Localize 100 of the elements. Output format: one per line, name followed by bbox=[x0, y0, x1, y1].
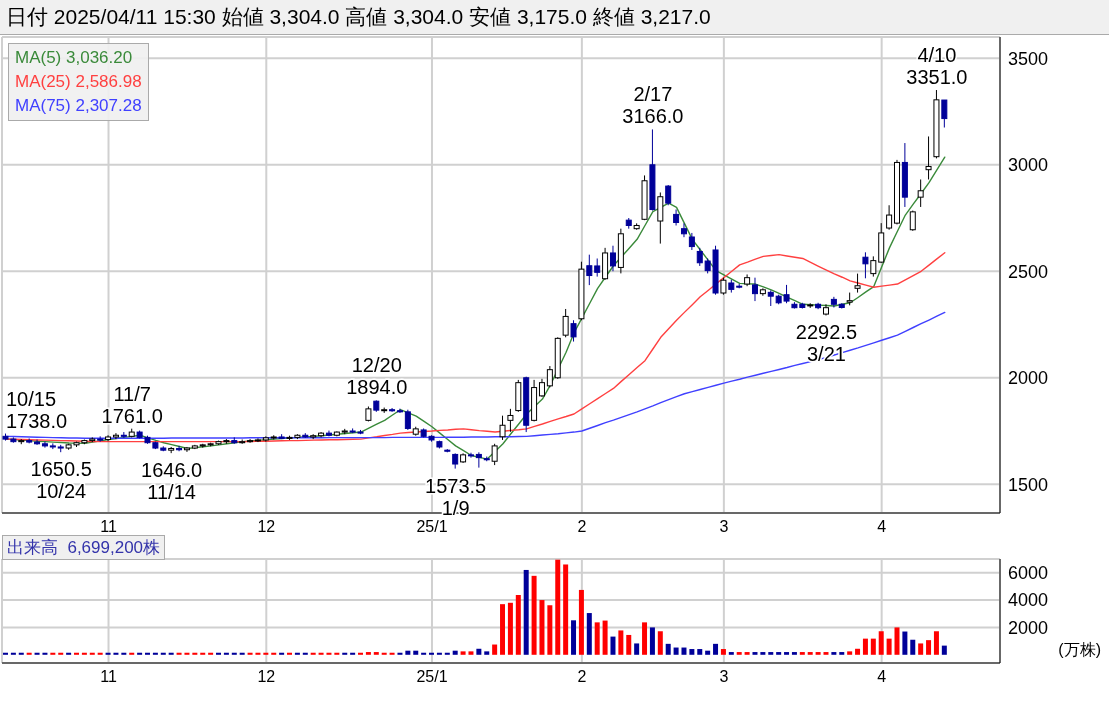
bar bbox=[507, 602, 513, 655]
candlestick bbox=[917, 178, 924, 208]
bar bbox=[334, 652, 340, 655]
bar bbox=[862, 638, 868, 655]
candlestick bbox=[854, 273, 861, 294]
bar bbox=[681, 647, 687, 655]
candlestick bbox=[751, 277, 758, 302]
legend-box: MA(5) 3,036.20 MA(25) 2,586.98 MA(75) 2,307.28 bbox=[8, 43, 149, 121]
bar bbox=[926, 640, 932, 655]
bar bbox=[847, 651, 853, 655]
bar bbox=[255, 652, 261, 655]
x-tick-label: 25/1 bbox=[416, 668, 448, 686]
bar bbox=[839, 652, 845, 655]
bar bbox=[50, 652, 56, 655]
bar bbox=[807, 652, 813, 655]
bar bbox=[665, 643, 671, 655]
bar bbox=[799, 652, 805, 655]
candlestick bbox=[870, 255, 877, 278]
bar bbox=[902, 631, 908, 655]
bar bbox=[539, 600, 545, 655]
bar bbox=[105, 652, 111, 655]
x-tick-label: 3 bbox=[719, 518, 729, 536]
bar bbox=[823, 652, 829, 655]
bar bbox=[515, 594, 521, 655]
bar bbox=[42, 652, 48, 655]
bar bbox=[728, 652, 734, 655]
bar bbox=[886, 638, 892, 655]
annotation: 1646.0 11/14 bbox=[141, 459, 203, 504]
bar bbox=[736, 652, 742, 655]
bar bbox=[744, 652, 750, 655]
candlestick bbox=[594, 257, 601, 278]
bar bbox=[429, 652, 435, 655]
bar bbox=[468, 651, 474, 655]
bar bbox=[223, 652, 229, 655]
bar bbox=[618, 630, 624, 655]
y-tick-label: 3000 bbox=[1008, 155, 1049, 176]
bar bbox=[626, 634, 632, 655]
bar bbox=[657, 631, 663, 655]
candlestick bbox=[586, 254, 593, 286]
bar bbox=[287, 652, 293, 655]
bar bbox=[200, 652, 206, 655]
y-tick-label: 2000 bbox=[1008, 617, 1049, 638]
candlestick bbox=[609, 245, 616, 272]
bar bbox=[145, 652, 151, 655]
x-tick-label: 4 bbox=[877, 518, 887, 536]
bar bbox=[634, 643, 640, 655]
bar bbox=[484, 651, 490, 655]
x-tick-label: 25/1 bbox=[416, 518, 448, 536]
candlestick bbox=[247, 438, 254, 444]
bar bbox=[776, 652, 782, 655]
annotation: 1650.5 10/24 bbox=[30, 458, 92, 503]
bar bbox=[129, 652, 135, 655]
bar bbox=[460, 651, 466, 655]
candlestick bbox=[925, 135, 932, 180]
bar bbox=[326, 652, 332, 655]
bar bbox=[239, 652, 245, 655]
bar bbox=[373, 652, 379, 655]
bar bbox=[768, 652, 774, 655]
annotation: 4/10 3351.0 bbox=[906, 44, 968, 89]
bar bbox=[933, 631, 939, 655]
bar bbox=[421, 652, 427, 655]
bar bbox=[571, 620, 577, 655]
bar bbox=[350, 652, 356, 655]
y-tick-label: 2000 bbox=[1008, 368, 1049, 389]
bar bbox=[918, 643, 924, 655]
x-tick-label: 3 bbox=[719, 668, 729, 686]
bar bbox=[66, 652, 72, 655]
bar bbox=[689, 649, 695, 655]
bar bbox=[160, 652, 166, 655]
x-tick-label: 2 bbox=[577, 668, 587, 686]
bar bbox=[97, 652, 103, 655]
bar bbox=[26, 652, 32, 655]
bar bbox=[784, 652, 790, 655]
bar bbox=[476, 648, 482, 655]
candlestick bbox=[680, 222, 687, 238]
bar bbox=[271, 652, 277, 655]
x-tick-label: 11 bbox=[100, 518, 117, 536]
y-tick-label: 2500 bbox=[1008, 261, 1049, 282]
bar bbox=[365, 652, 371, 655]
bar bbox=[58, 652, 64, 655]
candlestick bbox=[499, 415, 506, 441]
candlestick bbox=[941, 99, 948, 129]
bar bbox=[436, 652, 442, 655]
candlestick bbox=[862, 251, 869, 279]
bar bbox=[113, 652, 119, 655]
bar bbox=[263, 652, 269, 655]
y-tick-label: 4000 bbox=[1008, 590, 1049, 611]
candlestick bbox=[538, 378, 545, 398]
bar bbox=[381, 652, 387, 655]
bar bbox=[831, 652, 837, 655]
candlestick bbox=[562, 308, 569, 338]
bar bbox=[610, 636, 616, 655]
bar bbox=[18, 652, 24, 655]
bar bbox=[555, 559, 561, 655]
bar bbox=[894, 627, 900, 655]
bar bbox=[176, 652, 182, 655]
bar bbox=[389, 652, 395, 655]
bar bbox=[941, 645, 947, 655]
x-tick-label: 2 bbox=[577, 518, 587, 536]
annotation: 12/20 1894.0 bbox=[346, 354, 408, 399]
